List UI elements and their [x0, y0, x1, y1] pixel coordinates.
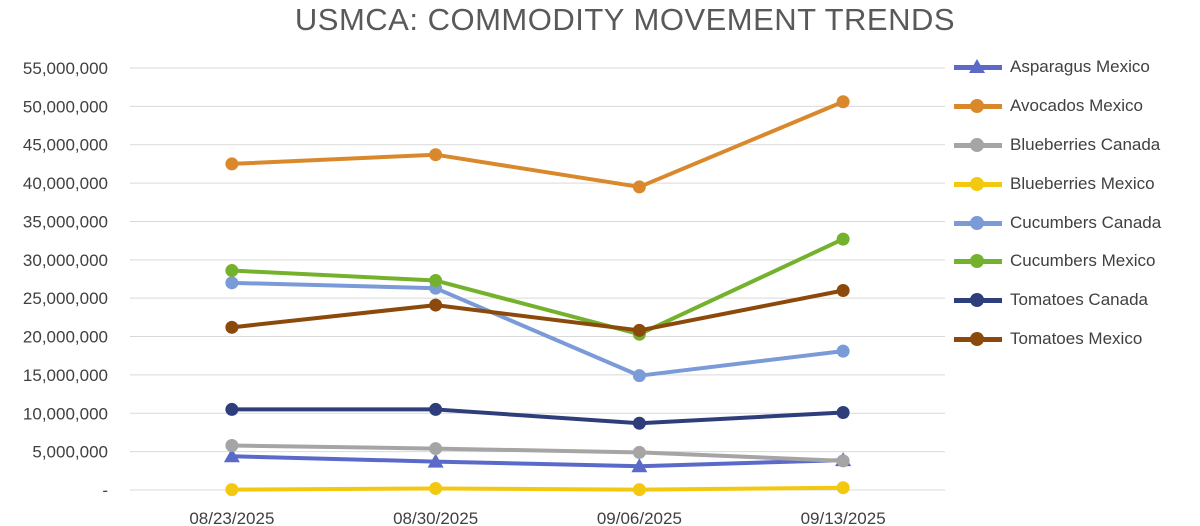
y-tick-label: 25,000,000: [23, 289, 108, 308]
series-cucumbers-canada: [225, 276, 850, 383]
data-point: [836, 344, 850, 358]
data-point: [836, 454, 850, 468]
data-point: [836, 284, 850, 298]
data-point: [225, 438, 239, 452]
data-point: [631, 458, 648, 473]
circle-marker-icon: [970, 215, 984, 230]
y-tick-label: 45,000,000: [23, 136, 108, 155]
legend-swatch: [952, 293, 1002, 308]
series-avocados-mexico: [225, 95, 850, 194]
series-tomatoes-canada: [225, 402, 850, 430]
series-tomatoes-mexico: [225, 284, 850, 337]
legend-swatch: [952, 215, 1002, 230]
series-line: [229, 454, 846, 469]
legend-label: Cucumbers Mexico: [1010, 251, 1156, 271]
series-line: [229, 280, 846, 378]
data-point: [429, 274, 443, 288]
y-tick-label: 55,000,000: [23, 59, 108, 78]
data-point: [632, 180, 646, 194]
legend-item: Blueberries Mexico: [952, 164, 1192, 203]
series-line: [229, 443, 846, 463]
y-tick-label: 50,000,000: [23, 97, 108, 116]
legend-swatch: [952, 99, 1002, 114]
y-tick-label: 5,000,000: [32, 443, 108, 462]
data-point: [632, 369, 646, 383]
data-point: [632, 483, 646, 497]
legend-label: Blueberries Mexico: [1010, 173, 1155, 193]
legend-label: Tomatoes Canada: [1010, 290, 1148, 310]
data-point: [225, 402, 239, 416]
circle-marker-icon: [970, 331, 984, 346]
legend-item: Blueberries Canada: [952, 126, 1192, 165]
data-point: [429, 402, 443, 416]
data-point: [427, 453, 444, 468]
series-line: [229, 99, 846, 189]
y-tick-label: 30,000,000: [23, 251, 108, 270]
legend-label: Tomatoes Mexico: [1010, 328, 1143, 348]
series-blueberries-mexico: [225, 481, 850, 497]
legend-label: Blueberries Canada: [1010, 134, 1161, 154]
data-point: [429, 442, 443, 456]
data-point: [225, 276, 239, 290]
data-point: [429, 298, 443, 312]
circle-marker-icon: [970, 137, 984, 152]
y-tick-label: 35,000,000: [23, 212, 108, 231]
x-tick-label: 08/30/2025: [393, 509, 478, 526]
data-point: [632, 445, 646, 459]
data-point: [225, 157, 239, 171]
series-cucumbers-mexico: [225, 232, 850, 341]
legend-item: Cucumbers Canada: [952, 203, 1192, 242]
data-point: [836, 406, 850, 420]
legend-item: Tomatoes Canada: [952, 281, 1192, 320]
x-tick-label: 08/23/2025: [189, 509, 274, 526]
data-point: [632, 323, 646, 337]
legend-swatch: [952, 254, 1002, 269]
circle-marker-icon: [970, 99, 984, 114]
legend-swatch: [952, 137, 1002, 152]
series-line: [229, 407, 846, 426]
data-point: [836, 481, 850, 495]
legend-item: Asparagus Mexico: [952, 48, 1192, 87]
data-point: [223, 448, 240, 463]
triangle-marker-icon: [969, 59, 985, 74]
legend-label: Cucumbers Canada: [1010, 212, 1162, 232]
circle-marker-icon: [970, 176, 984, 191]
legend-item: Cucumbers Mexico: [952, 242, 1192, 281]
legend-swatch: [952, 176, 1002, 191]
data-point: [429, 481, 443, 495]
series-line: [229, 485, 846, 492]
legend-swatch: [952, 59, 1002, 74]
series-blueberries-canada: [225, 438, 850, 468]
data-point: [225, 483, 239, 497]
data-point: [632, 416, 646, 430]
legend-label: Asparagus Mexico: [1010, 57, 1150, 77]
x-tick-label: 09/06/2025: [597, 509, 682, 526]
x-tick-label: 09/13/2025: [801, 509, 886, 526]
data-point: [429, 148, 443, 162]
series-line: [229, 288, 846, 333]
series-line: [229, 237, 846, 337]
legend-swatch: [952, 331, 1002, 346]
legend-item: Tomatoes Mexico: [952, 320, 1192, 359]
chart-title: USMCA: COMMODITY MOVEMENT TRENDS: [294, 2, 956, 37]
legend-item: Avocados Mexico: [952, 87, 1192, 126]
y-tick-label: -: [102, 481, 108, 500]
y-tick-label: 40,000,000: [23, 174, 108, 193]
circle-marker-icon: [970, 254, 984, 269]
data-point: [836, 95, 850, 109]
y-tick-label: 15,000,000: [23, 366, 108, 385]
data-point: [225, 320, 239, 334]
data-point: [836, 232, 850, 246]
chart-legend: Asparagus Mexico Avocados Mexico Blueberri…: [952, 48, 1192, 358]
circle-marker-icon: [970, 293, 984, 308]
y-tick-label: 20,000,000: [23, 328, 108, 347]
y-tick-label: 10,000,000: [23, 404, 108, 423]
legend-label: Avocados Mexico: [1010, 96, 1143, 116]
data-point: [225, 264, 239, 278]
